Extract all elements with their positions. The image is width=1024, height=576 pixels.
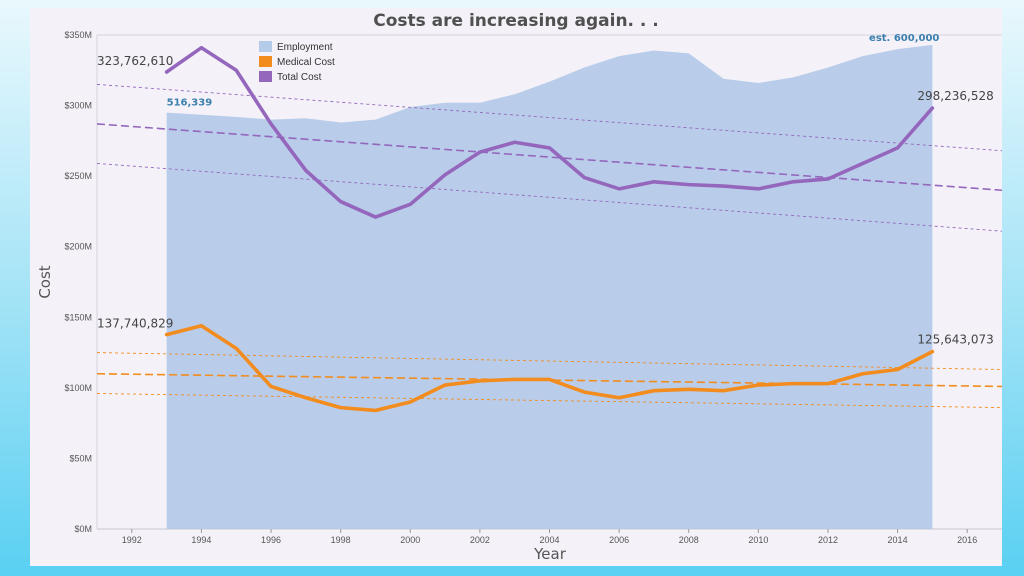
legend-swatch-medical-cost [259, 56, 272, 67]
chart-title: Costs are increasing again. . . [373, 11, 659, 31]
data-label: 125,643,073 [917, 333, 993, 347]
medical-cost-band-line-4 [96, 352, 1002, 370]
trend-lines-layer [96, 83, 1002, 409]
x-tick-label: 2000 [400, 535, 420, 545]
y-tick-label: $50M [69, 453, 92, 463]
y-tick-label: $150M [64, 312, 92, 322]
medical-cost-trend-line-3 [96, 372, 1002, 388]
x-tick-label: 1994 [191, 535, 211, 545]
x-tick-label: 2014 [888, 535, 908, 545]
y-tick-label: $250M [64, 171, 92, 181]
x-tick-label: 2004 [539, 535, 559, 545]
legend-swatch-employment [259, 41, 272, 52]
data-labels-layer: 323,762,610 298,236,528 137,740,829 125,643… [97, 33, 994, 347]
x-tick-label: 2002 [470, 535, 490, 545]
y-axis-ticks: $0M $50M $100M $150M $200M $250M $300M $350M [64, 30, 92, 534]
medical-cost-band-line-5 [96, 393, 1002, 409]
y-tick-label: $100M [64, 383, 92, 393]
x-tick-label: 2016 [957, 535, 977, 545]
data-label: 516,339 [167, 98, 213, 109]
x-tick-label: 1998 [331, 535, 351, 545]
legend-label-employment: Employment [277, 42, 333, 53]
total-cost-trend-line-0 [96, 123, 1002, 192]
total-cost-line [164, 45, 935, 219]
x-tick-label: 1992 [122, 535, 142, 545]
total-cost-band-line-1 [96, 83, 1002, 152]
legend-label-total-cost: Total Cost [277, 72, 322, 83]
series-lines-layer [164, 45, 935, 413]
chart: Costs are increasing again. . . $0M$50M$… [36, 11, 1002, 563]
y-tick-label: $200M [64, 242, 92, 252]
data-label: 323,762,610 [97, 54, 173, 68]
y-tick-label: $300M [64, 101, 92, 111]
legend-swatch-total-cost [259, 71, 272, 82]
chart-frame: Costs are increasing again. . . $0M $50M $… [30, 8, 1002, 566]
data-label: est. 600,000 [869, 33, 939, 44]
y-tick-label: $0M [74, 524, 92, 534]
y-axis-label: Cost [36, 265, 54, 298]
x-tick-label: 2008 [679, 535, 699, 545]
data-label: 298,236,528 [917, 89, 993, 103]
y-tick-label: $350M [64, 30, 92, 40]
total-cost-band-line-2 [96, 162, 1002, 232]
x-tick-label: 2010 [748, 535, 768, 545]
medical-cost-line [164, 323, 935, 413]
x-tick-label: 2012 [818, 535, 838, 545]
legend: Employment Medical Cost Total Cost [259, 41, 335, 83]
legend-label-medical-cost: Medical Cost [277, 57, 335, 68]
x-tick-label: 2006 [609, 535, 629, 545]
x-axis-label: Year [533, 545, 567, 563]
x-axis-ticks: 1992 1994 1996 1998 2000 2002 2004 2006 2008 2010… [122, 529, 977, 545]
data-label: 137,740,829 [97, 317, 173, 331]
x-tick-label: 1996 [261, 535, 281, 545]
